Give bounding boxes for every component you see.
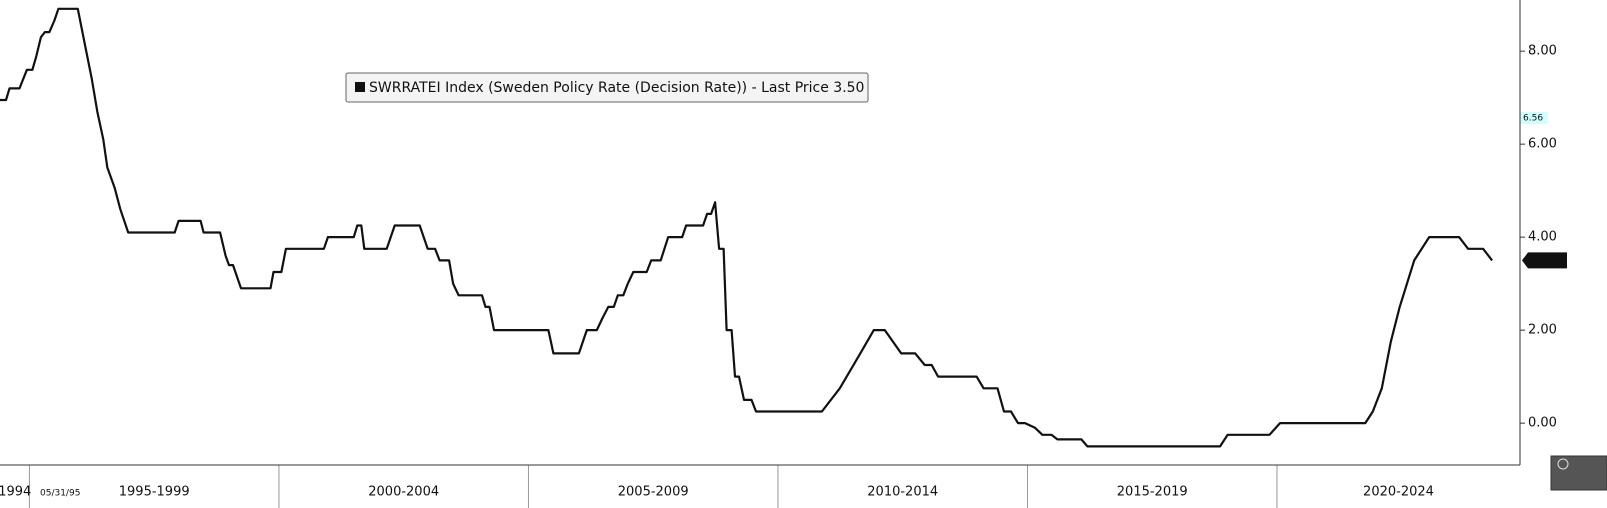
high-marker-label: 6.56 — [1523, 114, 1543, 124]
date-label: 05/31/95 — [40, 489, 80, 499]
high-marker — [1520, 112, 1547, 125]
x-period-label: 2015-2019 — [1117, 485, 1188, 500]
legend: SWRRATEI Index (Sweden Policy Rate (Deci… — [345, 72, 869, 103]
x-period-label: 2005-2009 — [618, 485, 689, 500]
y-tick-label: 6.00 — [1528, 137, 1557, 152]
legend-swatch — [355, 82, 365, 92]
y-tick-label: 8.00 — [1528, 44, 1557, 59]
x-period-label: 2000-2004 — [368, 485, 439, 500]
y-tick-label: 4.00 — [1528, 230, 1557, 245]
legend-box — [345, 72, 869, 103]
series-line — [0, 7, 1493, 448]
y-tick-label: 2.00 — [1528, 323, 1557, 338]
corner-button[interactable] — [1550, 455, 1607, 491]
last-price-marker — [1522, 252, 1567, 269]
button-icon[interactable] — [1557, 458, 1569, 470]
x-period-label: 2010-2014 — [867, 485, 938, 500]
button-shape[interactable] — [1550, 455, 1607, 491]
x-period-label: 1994 — [0, 485, 31, 500]
x-period-label: 1995-1999 — [119, 485, 190, 500]
legend-label: SWRRATEI Index (Sweden Policy Rate (Deci… — [369, 80, 864, 96]
x-period-label: 2020-2024 — [1363, 485, 1434, 500]
y-tick-label: 0.00 — [1528, 416, 1557, 431]
last-price-label: 3.50 — [1530, 253, 1559, 268]
